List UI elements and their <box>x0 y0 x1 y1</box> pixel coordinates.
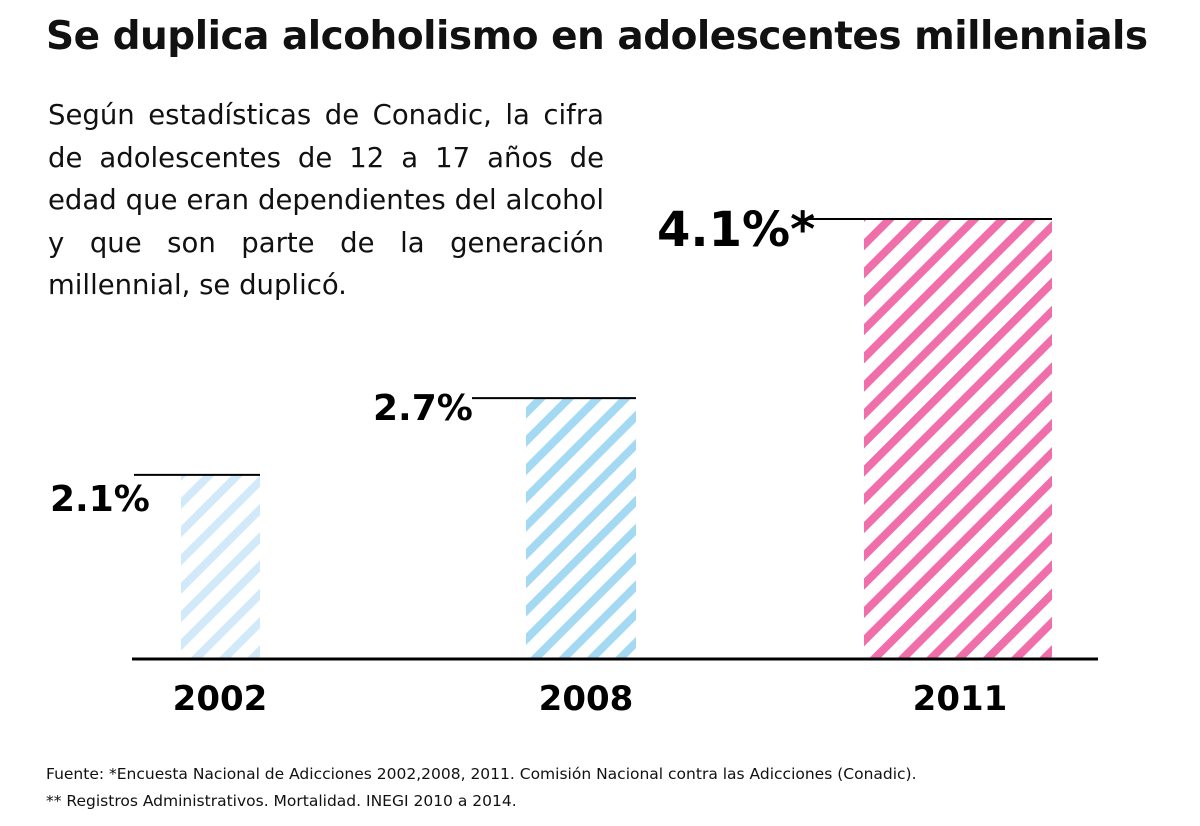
data-label-2011: 4.1%* <box>657 202 815 258</box>
chart-description: Según estadísticas de Conadic, la cifra … <box>48 99 604 301</box>
data-label-2008: 2.7% <box>373 388 473 429</box>
bar-2002 <box>181 474 260 659</box>
x-tick-label-2011: 2011 <box>913 679 1008 719</box>
x-tick-label-2002: 2002 <box>173 679 268 719</box>
data-label-2002: 2.1% <box>50 479 150 520</box>
source-note-2: ** Registros Administrativos. Mortalidad… <box>46 792 517 810</box>
chart-title: Se duplica alcoholismo en adolescentes m… <box>46 14 1148 59</box>
bar-2011 <box>864 219 1052 659</box>
source-note: Fuente: *Encuesta Nacional de Adicciones… <box>46 765 917 783</box>
x-tick-label-2008: 2008 <box>539 679 634 719</box>
bar-2008 <box>526 398 636 659</box>
